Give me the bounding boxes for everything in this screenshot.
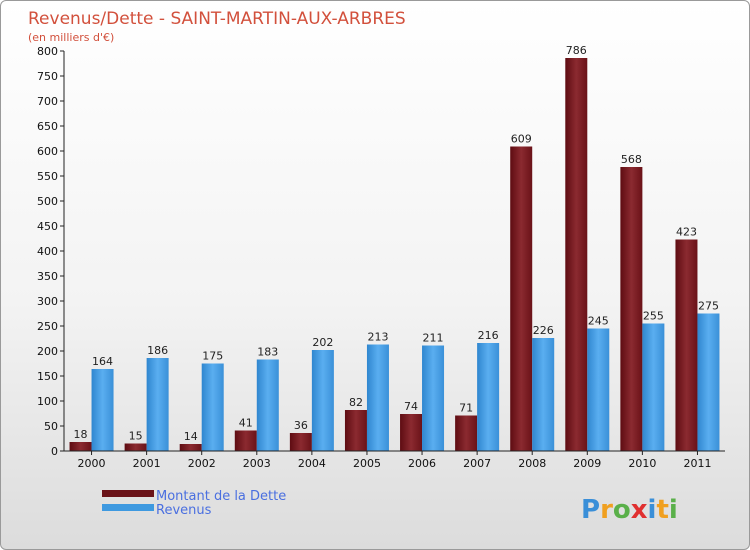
bar-dette <box>455 415 478 451</box>
legend-swatch-dette <box>102 490 154 497</box>
bar-revenus <box>146 358 169 451</box>
proxiti-logo: Proxiti <box>581 495 678 525</box>
y-axis: 0 50 100 150 200 250 300 350 400 450 500 550 600 650 7… <box>37 45 65 458</box>
bar-revenus <box>366 344 389 451</box>
legend-label-revenus: Revenus <box>156 503 212 518</box>
bar-value-label: 74 <box>404 400 418 413</box>
x-tick-label: 2009 <box>573 457 601 470</box>
x-tick-label: 2004 <box>298 457 326 470</box>
bar-value-label: 18 <box>74 428 88 441</box>
bar-dette <box>344 410 367 451</box>
bar-value-label: 609 <box>511 133 532 146</box>
bar-revenus <box>91 369 114 451</box>
bar-value-label: 186 <box>147 344 168 357</box>
legend: Montant de la Dette Revenus <box>102 489 286 518</box>
legend-swatch-revenus <box>102 504 154 511</box>
bar-value-label: 275 <box>698 300 719 313</box>
y-tick-label: 150 <box>37 370 58 383</box>
bar-value-label: 71 <box>459 402 473 415</box>
x-tick-label: 2006 <box>408 457 436 470</box>
bar-value-label: 423 <box>676 226 697 239</box>
bar-dette <box>69 442 92 451</box>
bar-value-label: 14 <box>184 430 198 443</box>
y-tick-label: 600 <box>37 145 58 158</box>
x-tick-label: 2007 <box>463 457 491 470</box>
bar-dette <box>510 146 533 451</box>
y-tick-label: 750 <box>37 70 58 83</box>
y-tick-label: 450 <box>37 220 58 233</box>
bar-revenus <box>201 363 224 451</box>
y-tick-label: 800 <box>37 45 58 58</box>
y-tick-label: 0 <box>51 445 58 458</box>
chart-subtitle: (en milliers d'€) <box>28 31 114 44</box>
y-tick-label: 650 <box>37 120 58 133</box>
bar-value-label: 41 <box>239 417 253 430</box>
x-tick-label: 2005 <box>353 457 381 470</box>
bar-revenus <box>532 338 555 451</box>
bar-value-label: 36 <box>294 419 308 432</box>
bar-revenus <box>256 359 279 451</box>
bar-dette <box>675 239 698 451</box>
chart-title: Revenus/Dette - SAINT-MARTIN-AUX-ARBRES <box>28 9 406 29</box>
bar-revenus <box>311 350 334 451</box>
x-tick-label: 2011 <box>683 457 711 470</box>
legend-label-dette: Montant de la Dette <box>156 489 286 504</box>
bar-dette <box>234 430 257 451</box>
bars: 18 164 15 186 14 175 41 183 36 202 82 213 74 211 71 216… <box>69 44 720 451</box>
y-tick-label: 550 <box>37 170 58 183</box>
bar-revenus <box>697 313 720 451</box>
bar-value-label: 216 <box>478 329 499 342</box>
bar-revenus <box>477 343 500 451</box>
y-tick-label: 400 <box>37 245 58 258</box>
x-tick-label: 2002 <box>188 457 216 470</box>
bar-value-label: 211 <box>423 332 444 345</box>
bar-dette <box>179 444 202 451</box>
bar-dette <box>565 58 588 451</box>
x-tick-label: 2001 <box>133 457 161 470</box>
bar-value-label: 245 <box>588 315 609 328</box>
bar-dette <box>620 167 643 451</box>
x-tick-label: 2010 <box>628 457 656 470</box>
bar-value-label: 255 <box>643 310 664 323</box>
bar-value-label: 175 <box>202 350 223 363</box>
bar-value-label: 15 <box>129 430 143 443</box>
x-tick-label: 2008 <box>518 457 546 470</box>
y-tick-label: 100 <box>37 395 58 408</box>
bar-dette <box>400 414 423 451</box>
bar-value-label: 164 <box>92 355 113 368</box>
bar-value-label: 786 <box>566 44 587 57</box>
bar-revenus <box>587 328 610 451</box>
x-tick-label: 2000 <box>78 457 106 470</box>
x-tick-label: 2003 <box>243 457 271 470</box>
bar-dette <box>124 443 147 451</box>
bar-value-label: 183 <box>257 346 278 359</box>
y-tick-label: 500 <box>37 195 58 208</box>
proxiti-logo-text: Proxiti <box>581 495 678 525</box>
y-tick-label: 200 <box>37 345 58 358</box>
y-tick-label: 300 <box>37 295 58 308</box>
bar-revenus <box>422 345 445 451</box>
bar-value-label: 226 <box>533 324 554 337</box>
bar-value-label: 202 <box>312 336 333 349</box>
bar-value-label: 82 <box>349 396 363 409</box>
bar-dette <box>289 433 312 451</box>
y-tick-label: 350 <box>37 270 58 283</box>
bar-revenus <box>642 323 665 451</box>
y-tick-label: 250 <box>37 320 58 333</box>
x-axis: 2000 2001 2002 2003 2004 2005 2006 2007 2008 2009… <box>64 450 725 470</box>
y-tick-label: 700 <box>37 95 58 108</box>
y-tick-label: 50 <box>44 420 58 433</box>
bar-value-label: 568 <box>621 153 642 166</box>
bar-value-label: 213 <box>367 331 388 344</box>
